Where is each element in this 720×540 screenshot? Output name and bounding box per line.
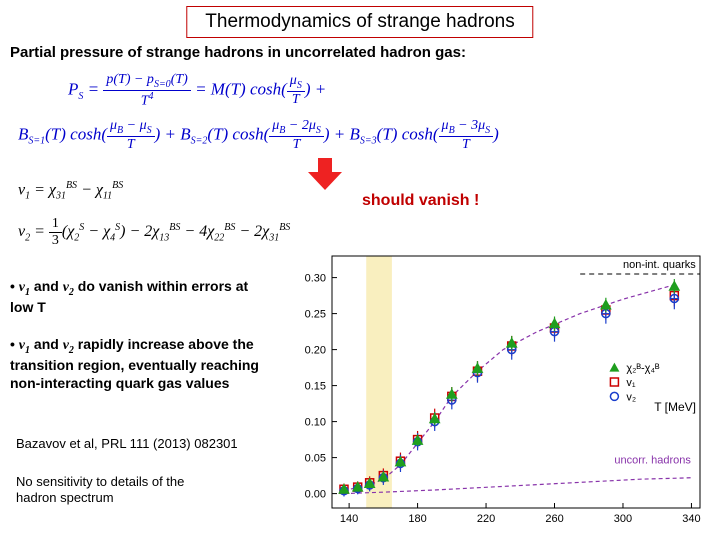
equation-line-2: BS=1(T) cosh(μB − μST) + BS=2(T) cosh(μB… (18, 118, 499, 153)
svg-text:T [MeV]: T [MeV] (654, 400, 696, 414)
svg-text:0.10: 0.10 (305, 417, 326, 429)
svg-text:0.15: 0.15 (305, 381, 326, 393)
should-vanish-text: should vanish ! (362, 192, 479, 210)
svg-text:300: 300 (614, 513, 632, 525)
bullet-2-pre: • (10, 336, 19, 352)
svg-text:0.05: 0.05 (305, 453, 326, 465)
svg-text:340: 340 (682, 513, 700, 525)
svg-text:non-int. quarks: non-int. quarks (623, 259, 696, 271)
bullet-1: • v1 and v2 do vanish within errors at l… (10, 278, 275, 317)
no-sensitivity-note: No sensitivity to details of the hadron … (16, 474, 226, 507)
page-title: Thermodynamics of strange hadrons (186, 6, 533, 38)
svg-text:0.25: 0.25 (305, 309, 326, 321)
v1-equation: v1 = χ31BS − χ11BS (18, 180, 123, 202)
bullet-2: • v1 and v2 rapidly increase above the t… (10, 336, 275, 392)
bullet-2-and: and (30, 336, 63, 352)
bullet-1-pre: • (10, 278, 19, 294)
equation-line-1: PS = p(T) − pS=0(T)T4 = M(T) cosh(μST) + (68, 72, 326, 109)
svg-text:0.20: 0.20 (305, 345, 326, 357)
svg-text:0.00: 0.00 (305, 489, 326, 501)
svg-text:220: 220 (477, 513, 495, 525)
arrow-down-icon (308, 158, 342, 195)
svg-text:180: 180 (408, 513, 426, 525)
svg-text:v₁: v₁ (626, 377, 636, 389)
svg-text:140: 140 (340, 513, 358, 525)
subtitle: Partial pressure of strange hadrons in u… (10, 44, 466, 61)
citation: Bazavov et al, PRL 111 (2013) 082301 (16, 436, 238, 451)
v2-equation: v2 = 13(χ2S − χ4S) − 2χ13BS − 4χ22BS − 2… (18, 216, 290, 249)
svg-text:v₂: v₂ (626, 391, 636, 403)
bullet-1-and: and (30, 278, 63, 294)
svg-text:uncorr. hadrons: uncorr. hadrons (614, 454, 691, 466)
svg-text:0.30: 0.30 (305, 273, 326, 285)
svg-text:χ₂ᴮ-χ₄ᴮ: χ₂ᴮ-χ₄ᴮ (626, 363, 660, 375)
chart-area: 140 180 220 260 300 340 0.00 0.05 0.10 0.15 0.20 0.… (288, 250, 708, 532)
svg-text:260: 260 (545, 513, 563, 525)
